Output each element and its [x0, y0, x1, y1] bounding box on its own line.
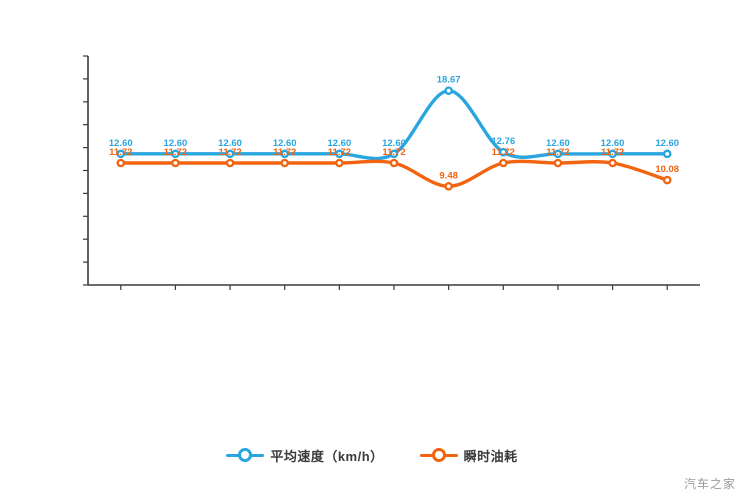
data-point-label: 12.60 — [218, 138, 242, 149]
data-point-label: 12.60 — [655, 138, 679, 149]
legend-label-fuel: 瞬时油耗 — [463, 448, 518, 464]
legend-label-speed: 平均速度（km/h） — [270, 448, 384, 464]
data-point-marker[interactable] — [171, 158, 180, 168]
data-point-label: 12.60 — [164, 138, 188, 149]
data-point-marker[interactable] — [608, 158, 617, 168]
data-point-marker[interactable] — [498, 158, 508, 168]
series-line-speed — [119, 88, 669, 161]
data-point-marker[interactable] — [116, 158, 126, 168]
data-point-marker[interactable] — [280, 149, 290, 159]
chart-data-labels: 12.60 12.60 12.60 12.60 12.60 12.60 18.67 12.76… — [109, 75, 679, 182]
data-point-label: 11.72 — [109, 147, 132, 158]
legend-marker-speed-icon — [226, 448, 265, 462]
chart-legend: 平均速度（km/h） 瞬时油耗 — [0, 440, 744, 470]
data-point-label: 11.72 — [328, 147, 351, 158]
data-point-marker[interactable] — [444, 86, 453, 95]
data-point-label: 10.08 — [655, 164, 679, 175]
data-point-marker[interactable] — [608, 149, 617, 159]
data-point-marker[interactable] — [662, 149, 672, 159]
data-point-label: 11.72 — [218, 147, 241, 158]
data-point-label: 12.60 — [327, 138, 351, 149]
chart-axes — [83, 55, 700, 290]
data-point-marker[interactable] — [225, 158, 235, 168]
data-point-label: 12.60 — [601, 138, 625, 149]
data-point-label: 11.72 — [164, 147, 187, 158]
y-axis-ticks — [83, 55, 88, 286]
data-point-label: 12.60 — [546, 138, 570, 149]
data-point-label: 11.72 — [382, 147, 405, 158]
data-point-label: 12.60 — [382, 138, 406, 149]
data-point-marker[interactable] — [553, 158, 563, 168]
data-point-marker[interactable] — [335, 149, 344, 159]
data-point-marker[interactable] — [171, 149, 180, 159]
data-point-marker[interactable] — [280, 158, 290, 168]
data-point-label: 11.72 — [492, 147, 515, 158]
data-point-label: 12.60 — [273, 138, 297, 149]
legend-item-speed[interactable]: 平均速度（km/h） — [226, 446, 383, 465]
data-point-marker[interactable] — [389, 149, 399, 159]
x-axis-ticks — [120, 285, 668, 290]
data-point-label: 12.60 — [109, 138, 133, 149]
data-point-label: 11.72 — [546, 147, 569, 158]
data-point-label: 12.76 — [491, 136, 515, 147]
data-point-marker[interactable] — [498, 147, 508, 157]
data-point-marker[interactable] — [116, 149, 126, 159]
chart-series-layer — [116, 86, 672, 191]
data-point-marker[interactable] — [225, 149, 235, 159]
data-point-marker[interactable] — [444, 182, 453, 191]
data-point-label: 11.72 — [273, 147, 296, 158]
data-point-marker[interactable] — [662, 175, 672, 185]
data-point-label: 9.48 — [439, 170, 458, 181]
data-point-label: 11.72 — [601, 147, 624, 158]
legend-marker-fuel-icon — [419, 448, 458, 462]
site-watermark: 汽车之家 — [683, 477, 736, 491]
legend-item-fuel[interactable]: 瞬时油耗 — [419, 446, 518, 465]
data-point-marker[interactable] — [389, 158, 399, 168]
data-point-marker[interactable] — [335, 158, 344, 168]
data-point-label: 18.67 — [437, 75, 461, 86]
data-point-marker[interactable] — [553, 149, 563, 159]
